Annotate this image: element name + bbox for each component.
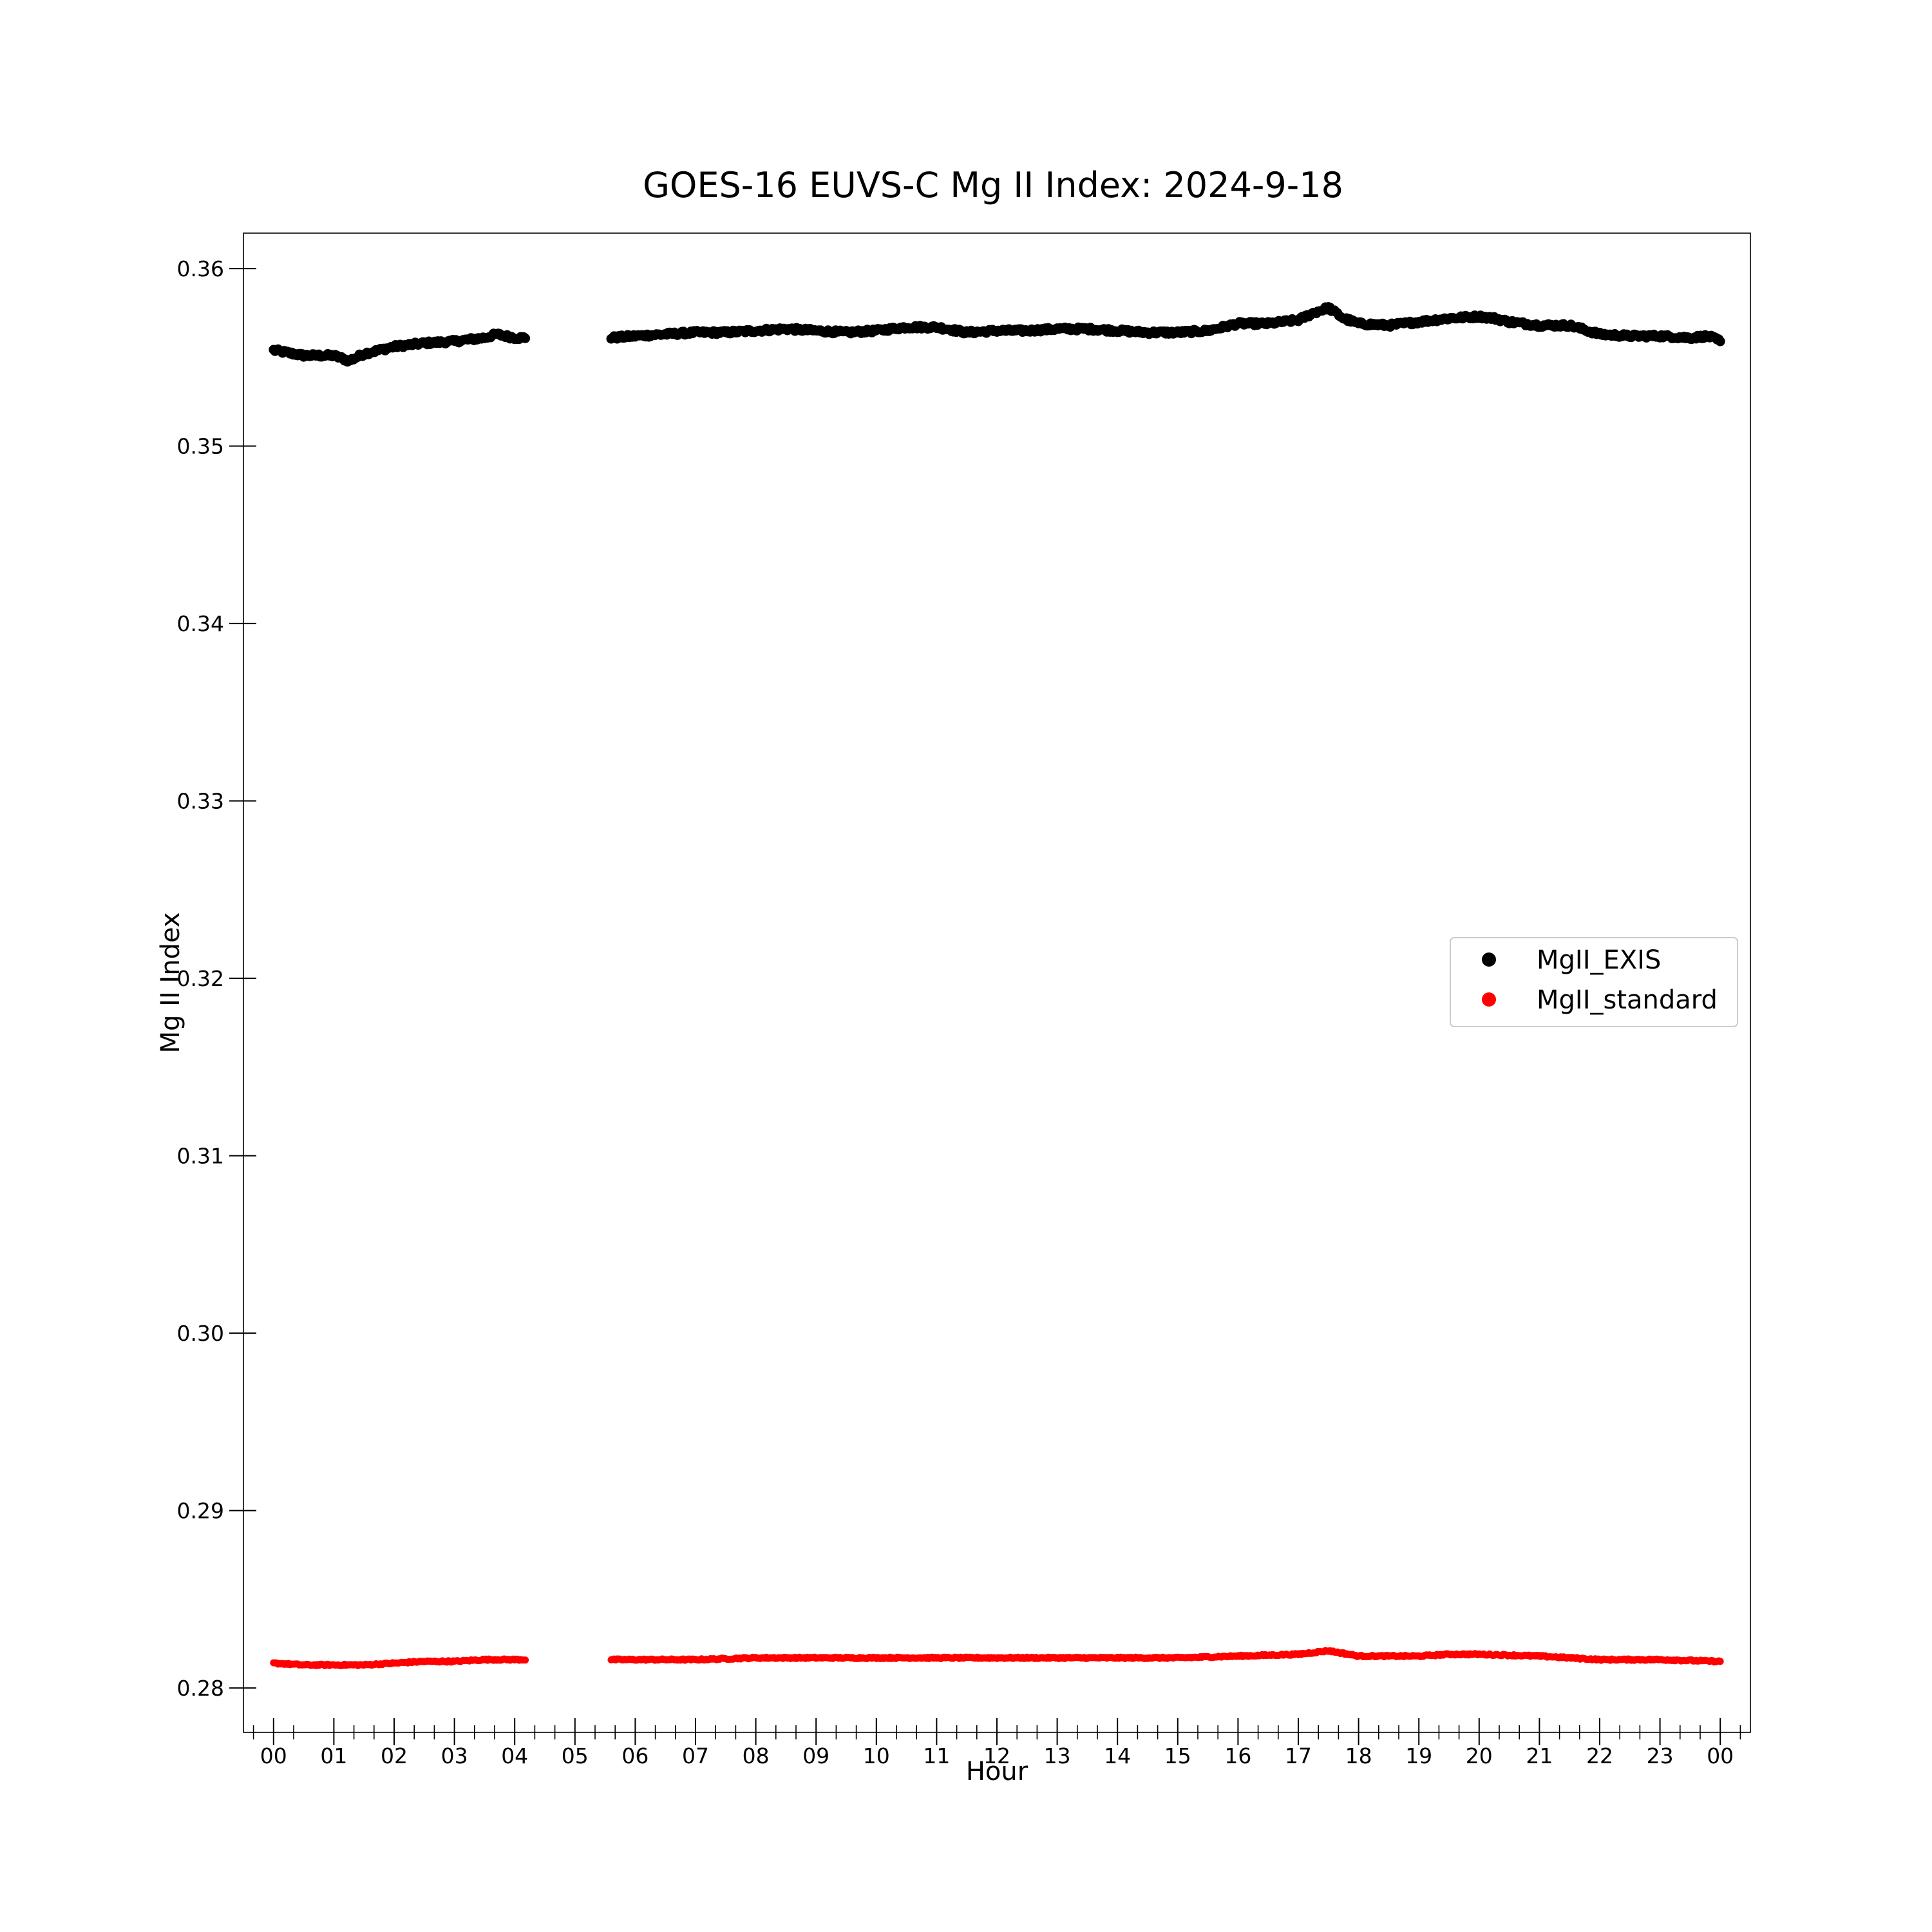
y-axis-label: Mg II Index [156,912,185,1053]
x-tick-label: 01 [320,1743,347,1768]
legend-marker-mgii-standard [1482,992,1496,1007]
x-axis: 00 01 02 03 04 05 06 07 08 09 10 11 12 13 14 15 16 17 18 19… [252,1718,1741,1768]
y-tick-label: 0.35 [177,434,224,459]
y-tick-label: 0.29 [177,1499,224,1524]
x-tick-label: 16 [1224,1743,1251,1768]
legend: MgII_EXIS MgII_standard [1450,937,1738,1027]
series-mgii-exis [269,302,1725,367]
x-tick-label: 06 [621,1743,649,1768]
series-layer [269,302,1725,1669]
data-point [522,1656,529,1664]
x-tick-label: 19 [1405,1743,1432,1768]
y-tick-label: 0.33 [177,789,224,814]
x-tick-label: 08 [743,1743,770,1768]
x-tick-label: 07 [682,1743,709,1768]
x-tick-label: 20 [1466,1743,1493,1768]
x-tick-label: 09 [802,1743,829,1768]
data-point [1716,1658,1724,1665]
y-tick-label: 0.36 [177,256,224,281]
x-tick-label: 04 [501,1743,528,1768]
x-tick-label: 23 [1647,1743,1674,1768]
series-mgii-standard [270,1647,1724,1669]
x-tick-label: 02 [381,1743,408,1768]
legend-marker-mgii-exis [1482,952,1496,967]
x-tick-label: 21 [1526,1743,1553,1768]
x-tick-label: 00 [1707,1743,1734,1768]
x-tick-label: 11 [923,1743,950,1768]
x-tick-label: 00 [260,1743,287,1768]
x-tick-label: 14 [1104,1743,1131,1768]
x-tick-label: 03 [441,1743,468,1768]
x-tick-label: 12 [983,1743,1010,1768]
data-point [520,333,531,343]
y-axis: 0.28 0.29 0.30 0.31 0.32 0.33 0.34 0.35 0.36 [177,256,256,1701]
x-tick-label: 10 [863,1743,890,1768]
x-tick-label: 15 [1164,1743,1191,1768]
x-tick-label: 22 [1586,1743,1613,1768]
x-tick-label: 18 [1345,1743,1372,1768]
chart-title: GOES-16 EUVS-C Mg II Index: 2024-9-18 [643,165,1343,205]
x-axis-label: Hour [966,1757,1028,1786]
x-tick-label: 17 [1285,1743,1312,1768]
x-tick-label: 13 [1044,1743,1071,1768]
x-tick-label: 05 [562,1743,589,1768]
y-tick-label: 0.28 [177,1676,224,1701]
legend-box [1450,937,1738,1027]
y-tick-label: 0.32 [177,966,224,991]
y-tick-label: 0.30 [177,1321,224,1346]
y-tick-label: 0.31 [177,1144,224,1169]
legend-label-mgii-standard: MgII_standard [1537,985,1718,1015]
y-tick-label: 0.34 [177,611,224,636]
legend-label-mgii-exis: MgII_EXIS [1537,945,1661,975]
data-point [1715,336,1725,346]
